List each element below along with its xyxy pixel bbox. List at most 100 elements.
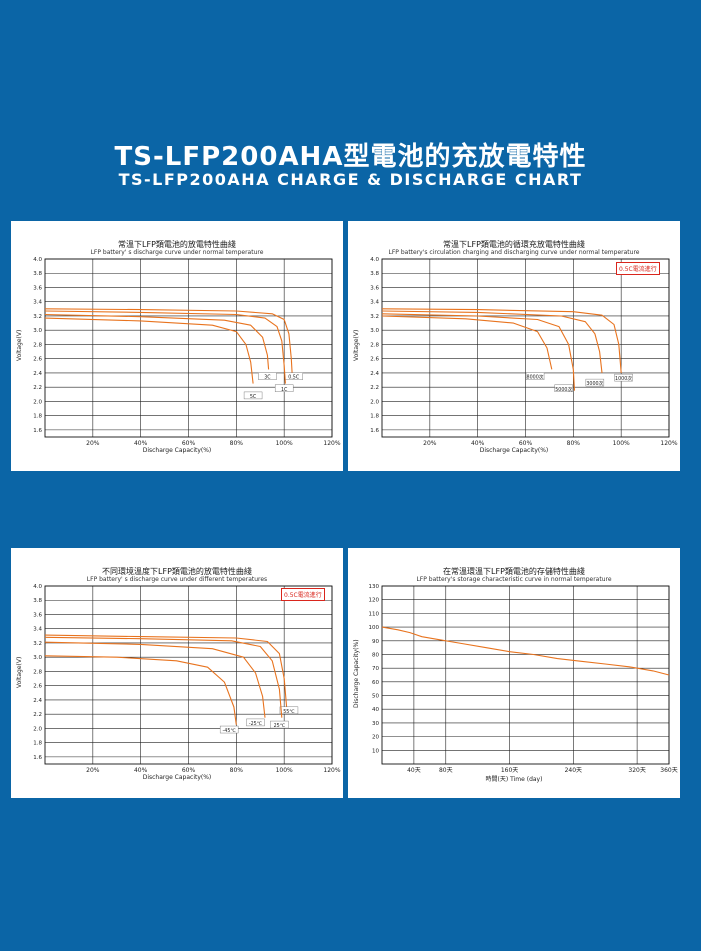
y-tick-label: 2.0	[33, 726, 42, 732]
x-tick-label: 120%	[660, 440, 677, 447]
x-axis-label: Discharge Capacity(%)	[142, 447, 212, 454]
y-tick-label: 50	[372, 694, 379, 700]
rate-badge: 0.5C電流進行	[616, 262, 660, 275]
y-tick-label: 4.0	[33, 584, 42, 590]
x-axis-label: 時間(天) Time (day)	[485, 776, 543, 783]
x-tick-label: 100%	[276, 440, 293, 447]
series-line	[44, 317, 254, 384]
y-tick-label: 100	[369, 625, 380, 631]
series-label: 25℃	[274, 723, 286, 729]
plot-frame	[381, 258, 670, 438]
y-tick-label: 10	[372, 748, 379, 754]
series-label-box	[219, 725, 239, 734]
plot-frame	[381, 585, 670, 765]
y-tick-label: 80	[372, 652, 379, 658]
y-axis-label: Voltage(V)	[16, 329, 23, 361]
y-tick-label: 3.6	[33, 285, 42, 291]
y-tick-label: 4.0	[370, 257, 379, 263]
series-label: -25℃	[249, 721, 263, 727]
chart-panel-discharge: 常溫下LFP類電池的放電特性曲綫 LFP battery' s discharg…	[11, 221, 343, 471]
y-tick-label: 3.4	[370, 300, 379, 306]
y-tick-label: 3.2	[33, 314, 42, 320]
y-tick-label: 2.4	[33, 698, 42, 704]
x-tick-label: 60%	[519, 440, 533, 447]
series-label-box	[258, 372, 277, 380]
y-tick-label: 1.6	[33, 755, 42, 761]
chart-subtitle: LFP battery' s discharge curve under dif…	[86, 576, 268, 583]
series-label: 55℃	[283, 709, 295, 715]
chart-svg: 10 20 30 40 50 60 70 80 90 100 110 120 130 40天 80天 160天…	[369, 584, 678, 774]
series-line	[44, 636, 283, 718]
x-tick-label: 360天	[660, 767, 677, 774]
series-label-box	[270, 720, 289, 729]
y-axis-label: Discharge Capacity(%)	[353, 639, 360, 708]
chart-title: 在常溫環溫下LFP類電池的存儲特性曲綫	[443, 567, 585, 576]
chart-title: 不同環境溫度下LFP類電池的放電特性曲綫	[102, 567, 252, 576]
x-tick-label: 40%	[134, 440, 148, 447]
series-label-box	[614, 373, 633, 382]
x-tick-label: 60%	[182, 767, 196, 774]
chart-subtitle: LFP battery's circulation charging and d…	[388, 249, 640, 256]
series-line	[44, 313, 270, 370]
y-tick-label: 3.4	[33, 300, 42, 306]
y-tick-label: 2.4	[370, 371, 379, 377]
y-tick-label: 4.0	[33, 257, 42, 263]
x-tick-label: 80%	[567, 440, 581, 447]
y-tick-label: 2.6	[370, 357, 379, 363]
y-tick-label: 2.0	[33, 399, 42, 405]
series-line	[381, 315, 553, 370]
y-tick-label: 1.6	[33, 428, 42, 434]
x-tick-label: 60%	[182, 440, 196, 447]
y-tick-label: 30	[372, 721, 379, 727]
page-title-cn: TS-LFP200AHA型電池的充放電特性	[114, 142, 587, 172]
series-line	[44, 634, 288, 708]
chart-subtitle: LFP battery' s discharge curve under nor…	[90, 249, 264, 256]
series-label: 8000次	[527, 374, 544, 381]
series-label-box	[246, 718, 265, 727]
chart-title: 常溫下LFP類電池的循環充放電特性曲綫	[443, 240, 585, 249]
x-tick-label: 120%	[323, 440, 340, 447]
y-axis-label: Voltage(V)	[16, 656, 23, 688]
y-tick-label: 3.8	[370, 271, 379, 277]
y-axis-label: Voltage(V)	[353, 329, 360, 361]
series-line	[381, 308, 622, 373]
y-tick-label: 70	[372, 666, 379, 672]
x-tick-label: 20%	[423, 440, 437, 447]
x-tick-label: 20%	[86, 767, 100, 774]
series-line	[44, 655, 237, 725]
y-tick-label: 2.4	[33, 371, 42, 377]
y-tick-label: 1.8	[33, 414, 42, 420]
x-tick-label: 80%	[230, 767, 244, 774]
chart-svg: 1.6 1.8 2.0 2.2 2.4 2.6 2.8 3.0 3.2 3.4 3.6 3.8 4.0 2…	[33, 584, 341, 774]
y-tick-label: 3.2	[370, 314, 379, 320]
chart-svg: 1.6 1.8 2.0 2.2 2.4 2.6 2.8 3.0 3.2 3.4 3.6 3.8 4.0 2…	[33, 257, 341, 447]
y-tick-label: 2.2	[33, 712, 42, 718]
y-tick-label: 120	[369, 598, 380, 604]
chart-panel-temperature: 不同環境溫度下LFP類電池的放電特性曲綫 LFP battery' s disc…	[11, 548, 343, 798]
series-label: 0.5C	[288, 375, 300, 381]
series-line	[381, 310, 603, 373]
y-tick-label: 3.0	[370, 328, 379, 334]
chart-svg: 1.6 1.8 2.0 2.2 2.4 2.6 2.8 3.0 3.2 3.4 3.6 3.8 4.0 2…	[370, 257, 678, 447]
y-tick-label: 130	[369, 584, 380, 590]
y-tick-label: 20	[372, 735, 379, 741]
y-tick-label: 2.8	[370, 342, 379, 348]
y-tick-label: 110	[369, 611, 380, 617]
x-axis-label: Discharge Capacity(%)	[479, 447, 549, 454]
series-label: -45℃	[223, 728, 237, 734]
chart-panel-cycle: 常溫下LFP類電池的循環充放電特性曲綫 LFP battery's circul…	[348, 221, 680, 471]
series-label: 3C	[264, 375, 271, 381]
rate-badge: 0.5C電流進行	[281, 588, 325, 601]
y-tick-label: 90	[372, 639, 379, 645]
y-tick-label: 3.8	[33, 271, 42, 277]
x-tick-label: 40天	[407, 767, 421, 774]
y-tick-label: 3.6	[370, 285, 379, 291]
y-tick-label: 40	[372, 707, 379, 713]
plot-frame	[44, 585, 333, 765]
y-tick-label: 3.2	[33, 641, 42, 647]
series-line	[381, 313, 576, 391]
y-tick-label: 1.8	[370, 414, 379, 420]
y-tick-label: 2.6	[33, 684, 42, 690]
series-line	[44, 308, 294, 381]
y-tick-label: 3.6	[33, 612, 42, 618]
